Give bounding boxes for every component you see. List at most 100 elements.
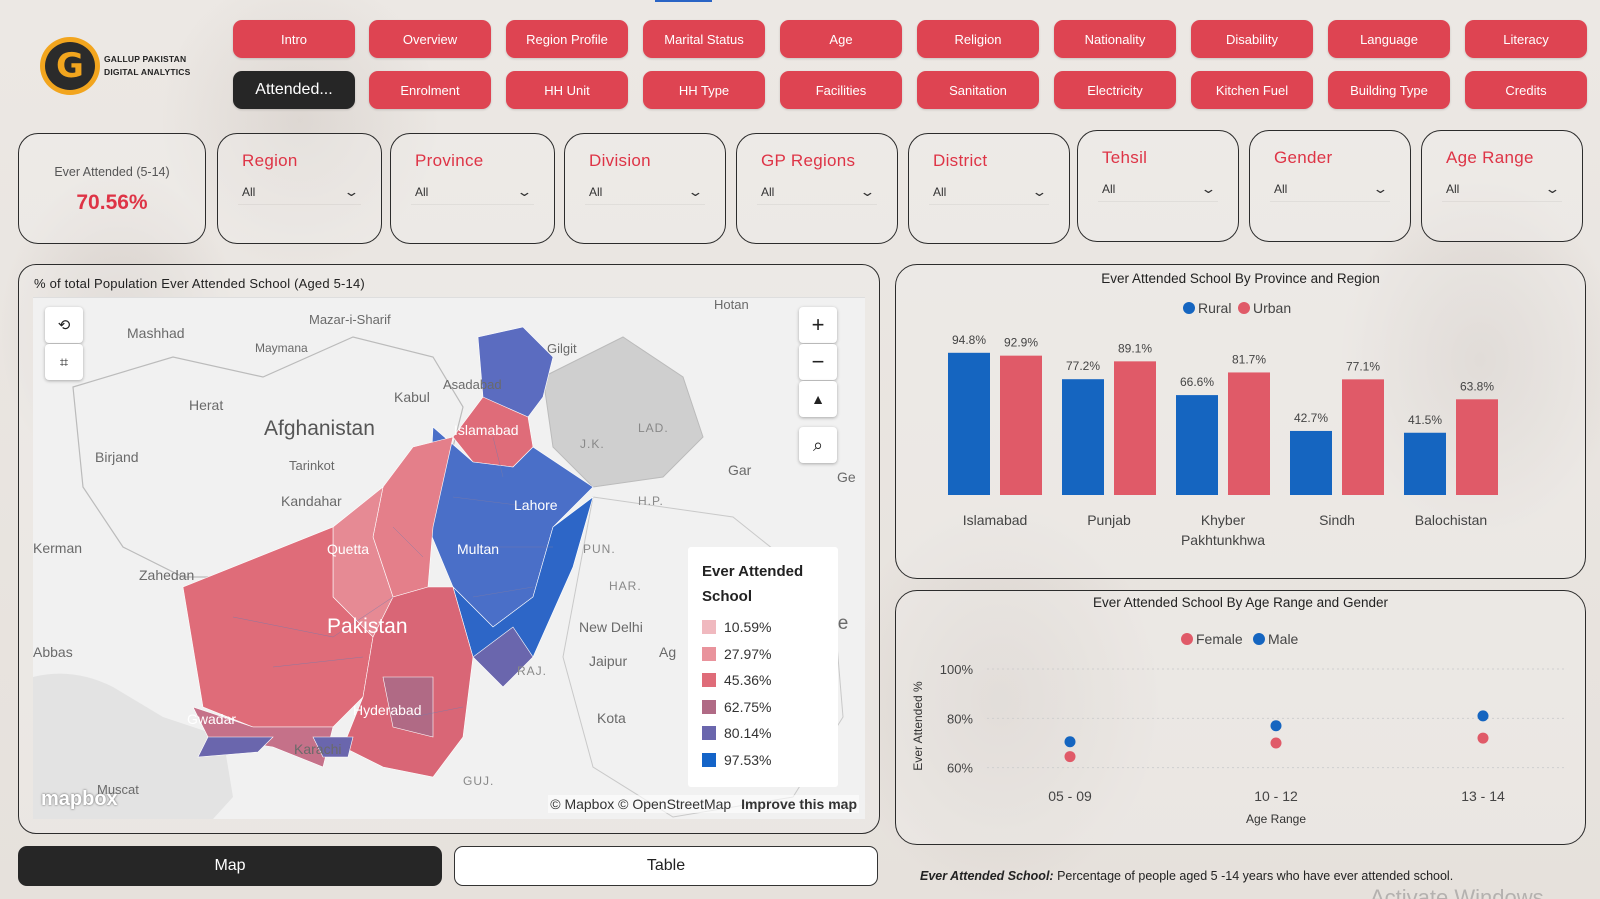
compass-icon[interactable]: ▲ — [799, 381, 837, 417]
bar-rural-khyber-pakhtunkhwa[interactable] — [1176, 395, 1218, 495]
nav-button-credits[interactable]: Credits — [1465, 71, 1587, 109]
slicer-dropdown[interactable]: All ⌄ — [929, 179, 1049, 205]
table-toggle-button[interactable]: Table — [454, 846, 878, 886]
bar-urban-islamabad[interactable] — [1000, 355, 1042, 495]
map-label-hp: H.P. — [638, 494, 664, 508]
map-label-asadabad: Asadabad — [443, 377, 502, 392]
nav-button-language[interactable]: Language — [1328, 20, 1450, 58]
bar-rural-punjab[interactable] — [1062, 379, 1104, 495]
zoom-search-icon[interactable]: ⌕ — [799, 427, 837, 463]
legend-swatch — [702, 699, 716, 714]
slicer-dropdown[interactable]: All ⌄ — [757, 179, 877, 205]
map-label-birjand: Birjand — [95, 449, 139, 465]
slicer-title: Province — [415, 151, 484, 170]
slicer-dropdown[interactable]: All ⌄ — [1270, 176, 1390, 202]
map-label-zahedan: Zahedan — [139, 567, 195, 583]
slicer-value: All — [242, 184, 256, 199]
bar-rural-islamabad[interactable] — [948, 352, 990, 495]
legend-label-rural: Rural — [1198, 300, 1231, 316]
nav-button-enrolment[interactable]: Enrolment — [369, 71, 491, 109]
legend-swatch — [702, 620, 716, 635]
slicer-dropdown[interactable]: All ⌄ — [238, 179, 361, 205]
zoom-in-button[interactable]: + — [799, 307, 837, 343]
logo-line1: GALLUP PAKISTAN — [104, 54, 187, 64]
slicer-title: Age Range — [1446, 148, 1534, 167]
nav-button-region-profile[interactable]: Region Profile — [506, 20, 628, 58]
x-axis-label: Age Range — [1246, 812, 1306, 826]
nav-button-facilities[interactable]: Facilities — [780, 71, 902, 109]
legend-title-line2: School — [702, 588, 753, 605]
hyderabad-region — [382, 676, 434, 738]
nav-button-literacy[interactable]: Literacy — [1465, 20, 1587, 58]
nav-button-marital-status[interactable]: Marital Status — [643, 20, 765, 58]
slicer-district: District All ⌄ — [908, 133, 1070, 244]
balochistan-region — [182, 526, 374, 728]
bar-data-label: 63.8% — [1460, 379, 1494, 393]
point-male-2[interactable] — [1477, 710, 1489, 722]
map-label-multan: Multan — [457, 541, 500, 557]
category-label-line: Khyber — [1201, 512, 1246, 528]
scatter-chart-title: Ever Attended School By Age Range and Ge… — [1093, 595, 1388, 610]
nav-button-hh-unit[interactable]: HH Unit — [506, 71, 628, 109]
logo-g-icon: G — [40, 37, 100, 95]
map-label-kandahar: Kandahar — [281, 493, 342, 509]
legend-swatch — [702, 752, 716, 767]
x-tick-label: 13 - 14 — [1461, 788, 1505, 804]
gwadar-district — [197, 736, 274, 758]
bar-urban-sindh[interactable] — [1342, 379, 1384, 495]
chevron-down-icon: ⌄ — [859, 183, 876, 199]
nav-button-age[interactable]: Age — [780, 20, 902, 58]
bar-rural-sindh[interactable] — [1290, 430, 1332, 495]
improve-map-link[interactable]: Improve this map — [741, 796, 857, 812]
legend-dot-male — [1253, 633, 1265, 645]
nav-button-sanitation[interactable]: Sanitation — [917, 71, 1039, 109]
point-female-0[interactable] — [1064, 751, 1076, 763]
lasso-select-icon[interactable]: ⟲ — [45, 307, 83, 343]
slicer-dropdown[interactable]: All ⌄ — [1442, 176, 1562, 202]
bar-chart-title: Ever Attended School By Province and Reg… — [1101, 271, 1379, 286]
slicer-dropdown[interactable]: All ⌄ — [411, 179, 534, 205]
legend-item: 80.14% — [702, 720, 824, 747]
legend-dot-urban — [1238, 302, 1250, 314]
nav-button-intro[interactable]: Intro — [233, 20, 355, 58]
nav-button-electricity[interactable]: Electricity — [1054, 71, 1176, 109]
x-tick-label: 10 - 12 — [1254, 788, 1298, 804]
slicer-dropdown[interactable]: All ⌄ — [1098, 176, 1218, 202]
legend-label: 62.75% — [724, 698, 772, 715]
slicer-value: All — [1446, 181, 1460, 196]
activate-windows-watermark: Activate Windows — [1370, 885, 1544, 899]
legend-title-line1: Ever Attended — [702, 563, 804, 580]
rect-select-icon[interactable]: ⌗ — [45, 344, 83, 380]
zoom-out-button[interactable]: − — [799, 344, 837, 380]
bar-data-label: 41.5% — [1408, 413, 1442, 427]
legend-dot-female — [1181, 633, 1193, 645]
nav-button-overview[interactable]: Overview — [369, 20, 491, 58]
map-label-hyderabad: Hyderabad — [353, 702, 422, 718]
nav-button-religion[interactable]: Religion — [917, 20, 1039, 58]
bar-urban-punjab[interactable] — [1114, 361, 1156, 495]
nav-button-hh-type[interactable]: HH Type — [643, 71, 765, 109]
point-male-1[interactable] — [1270, 720, 1282, 732]
nav-button-building-type[interactable]: Building Type — [1328, 71, 1450, 109]
map-label-kabul: Kabul — [394, 389, 430, 405]
nav-button-kitchen-fuel[interactable]: Kitchen Fuel — [1191, 71, 1313, 109]
bar-urban-khyber-pakhtunkhwa[interactable] — [1228, 372, 1270, 495]
point-female-1[interactable] — [1270, 737, 1282, 749]
category-label-line: Pakhtunkhwa — [1181, 532, 1265, 548]
map-toggle-button[interactable]: Map — [18, 846, 442, 886]
slicer-title: Tehsil — [1102, 148, 1148, 167]
slicer-region: Region All ⌄ — [217, 133, 382, 244]
filled-map[interactable]: Mashhad Mazar-i-Sharif Maymana Hotan Gil… — [33, 297, 865, 819]
bar-rural-balochistan[interactable] — [1404, 432, 1446, 495]
nav-button-disability[interactable]: Disability — [1191, 20, 1313, 58]
bar-urban-balochistan[interactable] — [1456, 399, 1498, 495]
map-label-hotan: Hotan — [714, 297, 749, 312]
map-label-karachi: Karachi — [294, 741, 342, 757]
point-female-2[interactable] — [1477, 732, 1489, 744]
legend-label-urban: Urban — [1253, 300, 1291, 316]
nav-button-attended[interactable]: Attended... — [233, 71, 355, 109]
nav-button-nationality[interactable]: Nationality — [1054, 20, 1176, 58]
slicer-dropdown[interactable]: All ⌄ — [585, 179, 705, 205]
point-male-0[interactable] — [1064, 736, 1076, 748]
map-label-jaipur: Jaipur — [589, 653, 628, 669]
